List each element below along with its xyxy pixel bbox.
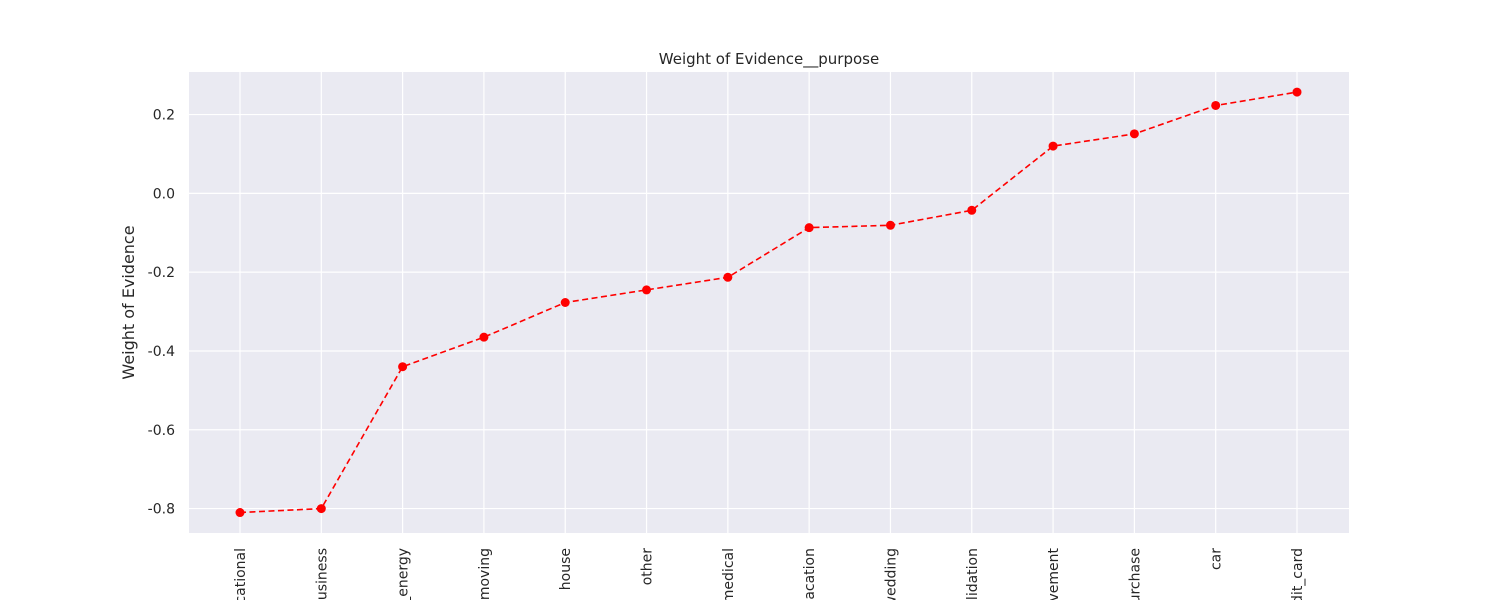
x-tick-label: vement xyxy=(1046,547,1062,600)
y-tick-label: -0.2 xyxy=(148,265,175,281)
data-point xyxy=(560,298,570,307)
data-point xyxy=(804,223,814,233)
y-tick-label: 0.2 xyxy=(153,108,175,124)
x-tick-label: vacation xyxy=(802,548,818,600)
data-point xyxy=(316,504,326,514)
x-tick-label: _energy xyxy=(396,548,412,600)
data-point xyxy=(1129,129,1139,139)
data-point xyxy=(398,362,408,372)
y-tick-label: -0.8 xyxy=(148,502,175,518)
x-tick-label: car xyxy=(1209,548,1225,570)
data-point xyxy=(723,272,733,282)
data-point xyxy=(967,205,977,215)
x-tick-label: olidation xyxy=(965,548,981,600)
data-point xyxy=(1211,100,1221,110)
data-point xyxy=(479,332,489,342)
data-point xyxy=(1048,141,1058,151)
data-point xyxy=(235,508,245,518)
x-tick-label: moving xyxy=(477,548,493,600)
x-tick-label: dit_card xyxy=(1290,548,1306,600)
horizontal-gridlines xyxy=(189,113,1349,510)
x-tick-label: other xyxy=(640,548,656,586)
x-tick-label: urchase xyxy=(1127,548,1143,600)
y-axis-tick-labels: -0.8 -0.6 -0.4 -0.2 0.0 0.2 xyxy=(148,108,175,518)
x-tick-label: cational xyxy=(233,548,249,600)
chart-title: Weight of Evidence__purpose xyxy=(659,50,879,69)
data-point xyxy=(642,285,652,295)
x-tick-label: house xyxy=(558,548,574,590)
x-axis-tick-labels: cational usiness _energy moving house other me… xyxy=(233,547,1306,600)
plot-background xyxy=(189,72,1349,533)
x-tick-label: wedding xyxy=(883,548,899,600)
series-markers xyxy=(235,87,1302,518)
x-tick-label: medical xyxy=(721,548,737,600)
data-point xyxy=(885,220,895,230)
y-axis-label: Weight of Evidence xyxy=(119,225,138,379)
x-tick-label: usiness xyxy=(314,548,330,600)
series-line xyxy=(239,91,1298,514)
data-point xyxy=(1292,87,1302,97)
y-tick-label: -0.4 xyxy=(148,344,175,360)
y-tick-label: -0.6 xyxy=(148,423,175,439)
y-tick-label: 0.0 xyxy=(153,186,175,202)
